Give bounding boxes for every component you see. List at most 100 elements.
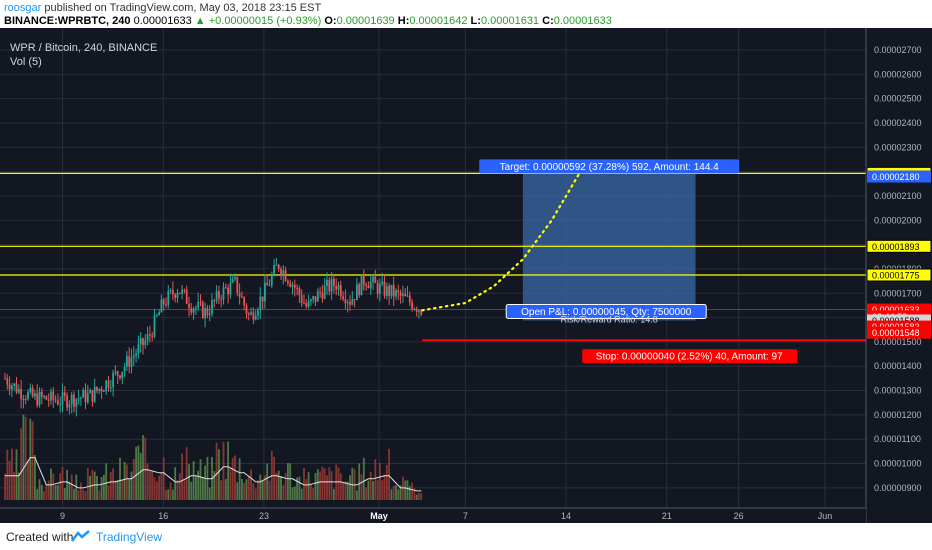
- price-axis[interactable]: 0.00002700 0.00002600 0.00002500 0.00002400…: [865, 28, 932, 523]
- target-label-box[interactable]: [479, 159, 740, 174]
- candle-body: [158, 312, 160, 316]
- price-tick-label: 0.00001300: [874, 386, 922, 396]
- candle-body: [100, 388, 103, 392]
- author-link[interactable]: roosgar: [4, 2, 42, 14]
- volume-bar: [31, 421, 34, 500]
- time-tick-label: 14: [561, 511, 571, 521]
- candle-body: [282, 270, 285, 276]
- volume-bar: [252, 483, 255, 500]
- high-label: H:: [397, 15, 410, 27]
- candle-body: [126, 356, 128, 367]
- created-with-text: Created with: [6, 530, 74, 544]
- volume-bar: [80, 482, 82, 500]
- volume-bar: [190, 481, 193, 500]
- volume-bar: [137, 445, 140, 500]
- volume-bar: [234, 455, 236, 500]
- volume-bar: [376, 479, 379, 500]
- candle-body: [183, 289, 186, 291]
- volume-bar: [50, 468, 52, 500]
- candle-body: [201, 302, 204, 318]
- candle-body: [314, 296, 317, 302]
- volume-bar: [47, 480, 50, 500]
- candle-body: [337, 285, 340, 290]
- candle-body: [305, 303, 308, 307]
- candle-body: [367, 286, 370, 289]
- volume-bar: [54, 484, 57, 500]
- candle-body: [114, 371, 117, 373]
- volume-bar: [151, 472, 154, 500]
- symbol-line: BINANCE:WPRBTC, 240 0.00001633 ▲ +0.0000…: [4, 15, 612, 27]
- volume-bar: [68, 481, 71, 500]
- candle-body: [167, 290, 170, 305]
- price-axis-tag-text: 0.00002180: [872, 172, 920, 182]
- volume-bar: [20, 428, 22, 500]
- candle-body: [103, 390, 105, 392]
- volume-bar: [415, 494, 418, 500]
- volume-bar: [135, 446, 137, 500]
- volume-bar: [245, 479, 248, 500]
- volume-bar: [247, 475, 250, 500]
- volume-bar: [337, 467, 340, 500]
- volume-bar: [406, 480, 409, 500]
- volume-bar: [293, 486, 296, 500]
- volume-bar: [17, 472, 20, 500]
- chart-header: roosgar published on TradingView.com, Ma…: [0, 0, 932, 28]
- price-chart[interactable]: Target: 0.00000592 (37.28%) 592, Amount:…: [0, 28, 932, 523]
- candle-body: [178, 292, 181, 294]
- close-value: 0.00001633: [553, 15, 612, 27]
- candle-body: [360, 274, 363, 296]
- stop-label: Stop: 0.00000040 (2.52%) 40, Amount: 97: [596, 352, 783, 363]
- candle-body: [91, 389, 94, 402]
- candle-body: [395, 290, 397, 297]
- volume-bar: [321, 466, 324, 500]
- candle-body: [298, 288, 301, 296]
- time-tick-label: 7: [463, 511, 468, 521]
- volume-bar: [254, 488, 257, 500]
- projection-dotted-line: [421, 170, 582, 312]
- volume-bar: [70, 474, 73, 500]
- pnl-label-box[interactable]: [505, 303, 707, 319]
- volume-bar: [289, 463, 292, 500]
- volume-bar: [257, 480, 259, 500]
- volume-bar: [169, 482, 172, 500]
- price-axis-tag: [867, 170, 931, 183]
- volume-bar: [172, 489, 174, 500]
- price-tick-label: 0.00001100: [874, 434, 921, 444]
- volume-bar: [222, 441, 225, 500]
- volume-bar: [374, 459, 377, 500]
- volume-bar: [121, 479, 124, 500]
- volume-bar: [195, 475, 197, 500]
- position-labels[interactable]: Target: 0.00000592 (37.28%) 592, Amount:…: [479, 159, 798, 364]
- volume-bar: [34, 454, 36, 500]
- volume-bar: [381, 480, 384, 500]
- candle-body: [411, 302, 413, 310]
- candles: [4, 258, 423, 417]
- volume-bar: [418, 492, 420, 500]
- candle-body: [339, 285, 342, 297]
- time-axis[interactable]: 9 16 23 May 7 14 21 26 Jun: [0, 507, 866, 523]
- volume-bar: [280, 475, 282, 500]
- volume-bar: [61, 467, 64, 500]
- candle-body: [149, 334, 151, 336]
- volume-bar: [229, 467, 232, 500]
- volume-bar: [369, 471, 372, 500]
- tradingview-brand[interactable]: TradingView: [96, 530, 163, 544]
- price-tick-label: 0.00002300: [874, 142, 922, 152]
- candle-body: [135, 353, 137, 356]
- price-tick-label: 0.00002400: [874, 118, 922, 128]
- volume-bar: [330, 471, 333, 500]
- candle-body: [142, 338, 144, 345]
- candle-body: [284, 270, 287, 281]
- candle-body: [213, 300, 216, 302]
- volume-bar: [107, 485, 110, 500]
- price-axis-tag: [867, 326, 931, 339]
- candle-body: [273, 265, 275, 276]
- volume-bar: [328, 467, 331, 500]
- volume-bar: [149, 471, 151, 500]
- volume-bar: [305, 479, 308, 500]
- stop-label-box[interactable]: [582, 349, 798, 364]
- volume-bar: [268, 480, 271, 500]
- candle-body: [312, 296, 315, 300]
- candle-body: [224, 287, 227, 289]
- volume-bar: [165, 489, 167, 500]
